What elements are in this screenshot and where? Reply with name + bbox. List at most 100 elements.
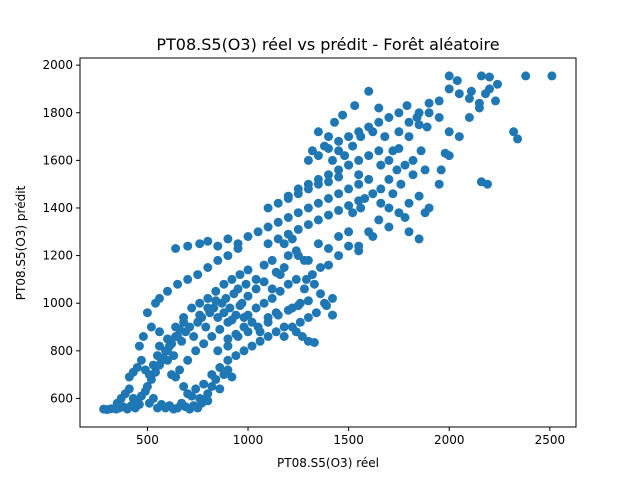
data-point	[483, 179, 492, 189]
data-point	[138, 332, 148, 341]
data-point	[146, 322, 156, 332]
data-point	[376, 198, 386, 208]
data-point	[324, 194, 333, 203]
data-point	[279, 263, 289, 272]
data-point	[521, 71, 531, 81]
data-point	[227, 372, 237, 382]
data-point	[155, 360, 164, 370]
data-point	[183, 355, 193, 365]
data-point	[452, 76, 462, 86]
data-point	[303, 203, 313, 213]
data-point	[392, 165, 402, 175]
data-point	[223, 365, 233, 375]
data-point	[187, 303, 197, 313]
data-point	[364, 151, 374, 161]
data-point	[420, 208, 430, 218]
data-point	[388, 146, 398, 156]
data-point	[328, 155, 337, 165]
data-point	[293, 208, 303, 218]
data-point	[293, 251, 303, 261]
data-point	[412, 113, 422, 122]
data-point	[203, 293, 213, 303]
data-point	[293, 189, 303, 199]
data-point	[142, 382, 152, 391]
data-point	[136, 355, 146, 365]
data-point	[313, 215, 323, 225]
data-point	[309, 338, 319, 347]
y-tick-label: 2000	[42, 58, 73, 72]
data-point	[279, 322, 289, 332]
data-point	[434, 113, 444, 122]
data-point	[213, 241, 223, 251]
data-point	[293, 224, 303, 234]
data-point	[223, 317, 233, 327]
data-point	[313, 239, 323, 249]
data-point	[374, 103, 384, 113]
data-point	[376, 184, 386, 194]
data-point	[283, 251, 293, 261]
data-point	[171, 372, 181, 382]
data-point	[434, 179, 444, 189]
data-point	[155, 327, 164, 337]
data-point	[283, 213, 293, 222]
data-point	[185, 322, 195, 332]
data-point	[267, 293, 277, 303]
data-point	[354, 179, 364, 189]
data-point	[167, 339, 177, 349]
data-point	[203, 263, 213, 272]
data-point	[334, 146, 344, 156]
data-point	[307, 270, 317, 280]
data-point	[163, 346, 172, 356]
data-point	[151, 298, 160, 308]
data-point	[239, 346, 249, 356]
data-point	[344, 241, 354, 251]
data-point	[444, 151, 454, 161]
data-point	[330, 117, 339, 127]
data-point	[394, 127, 404, 137]
y-axis-label: PT08.S5(O3) prédit	[14, 185, 28, 300]
data-point	[195, 310, 205, 320]
data-point	[151, 367, 160, 377]
data-point	[313, 151, 323, 161]
data-point	[187, 391, 197, 401]
data-point	[408, 155, 418, 165]
data-point	[243, 327, 253, 337]
data-point	[464, 94, 474, 103]
data-point	[155, 341, 164, 351]
data-point	[474, 103, 484, 113]
data-point	[251, 303, 261, 313]
data-point	[235, 301, 245, 311]
data-point	[466, 86, 476, 96]
data-point	[283, 194, 293, 203]
data-point	[263, 332, 273, 341]
data-point	[207, 332, 217, 341]
data-point	[513, 134, 523, 144]
data-point	[271, 327, 281, 337]
data-point	[360, 194, 370, 203]
y-tick-label: 1200	[42, 249, 73, 263]
data-point	[324, 132, 333, 142]
data-point	[388, 189, 398, 199]
data-point	[301, 274, 311, 284]
data-point	[203, 396, 213, 406]
data-point	[400, 160, 410, 170]
data-point	[404, 198, 414, 208]
data-point	[207, 370, 217, 380]
data-point	[344, 132, 354, 142]
y-tick-label: 600	[50, 391, 73, 405]
data-point	[273, 310, 283, 320]
data-point	[408, 170, 418, 180]
data-point	[279, 239, 289, 249]
data-point	[444, 84, 454, 94]
data-point	[424, 108, 434, 118]
data-point	[454, 89, 464, 99]
x-tick-label: 1000	[233, 433, 264, 447]
data-point	[221, 293, 231, 303]
data-point	[348, 208, 358, 218]
data-point	[420, 165, 430, 175]
data-point	[324, 210, 333, 220]
data-point	[334, 136, 344, 146]
data-point	[394, 208, 404, 218]
data-point	[213, 313, 223, 322]
x-axis: 500 1000 1500 2000 2500	[136, 427, 565, 447]
